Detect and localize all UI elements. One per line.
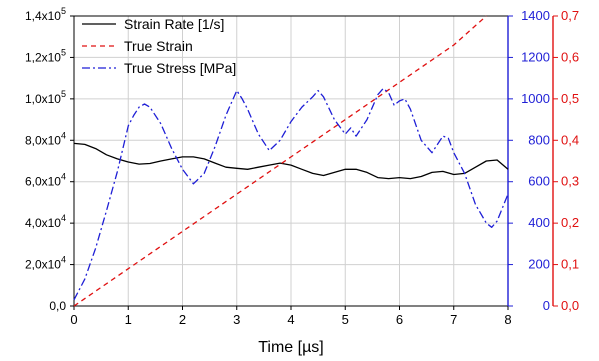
red-tick-label: 0,7 [561, 8, 579, 23]
tick-exponent: 5 [61, 47, 66, 57]
x-tick-label: 5 [342, 312, 349, 327]
x-tick-label: 0 [70, 312, 77, 327]
blue-tick-label: 800 [528, 132, 550, 147]
x-tick-label: 1 [125, 312, 132, 327]
blue-tick-label: 400 [528, 215, 550, 230]
red-tick-label: 0,0 [561, 298, 579, 313]
tick-exponent: 4 [61, 172, 66, 182]
left-tick-label: 2,0x104 [25, 255, 66, 272]
red-tick-label: 0,4 [561, 132, 579, 147]
tick-exponent: 5 [61, 89, 66, 99]
legend: Strain Rate [1/s] True Strain True Stress … [82, 16, 236, 76]
x-tick-label: 2 [179, 312, 186, 327]
x-tick-label: 6 [396, 312, 403, 327]
series-line-true-strain [73, 15, 487, 307]
legend-label: True Stress [MPa] [124, 60, 236, 76]
tick-exponent: 5 [61, 6, 66, 16]
blue-tick-label: 1400 [521, 8, 550, 23]
tick-exponent: 4 [61, 130, 66, 140]
x-tick-label: 8 [504, 312, 511, 327]
series-line-true-stress-mpa [73, 87, 509, 301]
x-tick-label: 7 [450, 312, 457, 327]
blue-tick-label: 1000 [521, 91, 550, 106]
left-tick-label: 0,0 [49, 299, 66, 313]
red-tick-label: 0,2 [561, 215, 579, 230]
left-tick-label: 4,0x104 [25, 213, 66, 230]
red-tick-label: 0,6 [561, 49, 579, 64]
legend-label: True Strain [124, 38, 193, 54]
legend-label: Strain Rate [1/s] [124, 16, 224, 32]
grid [74, 16, 508, 306]
blue-tick-label: 1200 [521, 49, 550, 64]
blue-tick-label: 600 [528, 174, 550, 189]
red-tick-label: 0,1 [561, 257, 579, 272]
red-tick-label: 0,3 [561, 174, 579, 189]
x-tick-label: 3 [233, 312, 240, 327]
x-tick-label: 4 [287, 312, 294, 327]
series-layer [73, 15, 509, 307]
x-axis-label: Time [µs] [258, 339, 324, 356]
left-tick-label: 8,0x104 [25, 130, 66, 147]
blue-tick-label: 0 [543, 298, 550, 313]
left-tick-label: 1,4x105 [25, 6, 66, 23]
tick-exponent: 4 [61, 255, 66, 265]
left-tick-label: 6,0x104 [25, 172, 66, 189]
red-tick-label: 0,5 [561, 91, 579, 106]
series-line-strain-rate-1-s [73, 142, 509, 180]
tick-exponent: 4 [61, 213, 66, 223]
blue-tick-label: 200 [528, 257, 550, 272]
left-tick-label: 1,2x105 [25, 47, 66, 64]
left-tick-label: 1,0x105 [25, 89, 66, 106]
axes: 0 1 2 3 4 5 6 7 8 0,0 2,0x104 4,0x104 6,0x104 8,0x104… [25, 6, 579, 327]
